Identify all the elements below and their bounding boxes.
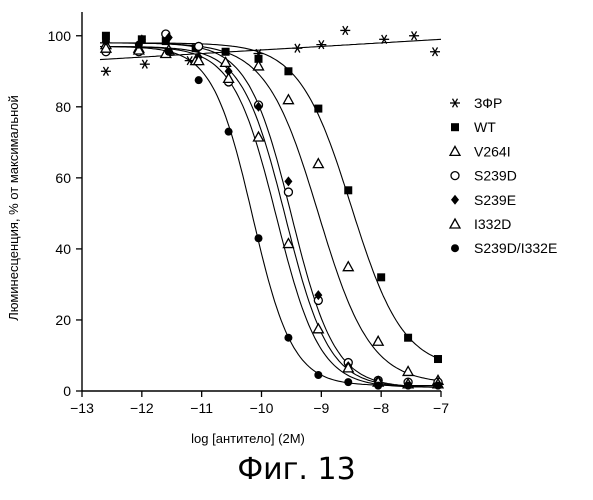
x-tick-label: −7 <box>433 400 449 416</box>
x-tick-label: −12 <box>130 400 154 416</box>
y-tick-label: 20 <box>55 312 71 328</box>
data-point <box>195 76 203 84</box>
y-tick-label: 0 <box>63 383 71 399</box>
data-point <box>374 382 382 390</box>
y-tick-label: 80 <box>55 99 71 115</box>
legend-marker <box>450 146 460 155</box>
y-tick-label: 40 <box>55 241 71 257</box>
data-point <box>344 186 352 194</box>
data-point <box>140 60 150 69</box>
data-point <box>403 366 413 375</box>
legend-label: S239D/I332E <box>474 240 557 256</box>
legend-marker <box>450 219 460 228</box>
data-point <box>221 57 231 66</box>
data-point <box>434 355 442 363</box>
legend-label: ЗФР <box>474 95 502 111</box>
axes: 0 20 40 60 80 100 −13 −12 −11 −10 −9 −8 −7 <box>48 12 450 416</box>
x-tick-label: −9 <box>313 400 329 416</box>
data-point <box>314 371 322 379</box>
x-tick-label: −10 <box>250 400 274 416</box>
y-tick-label: 60 <box>55 170 71 186</box>
data-point <box>409 31 419 40</box>
legend-label: I332D <box>474 216 511 232</box>
x-tick-label: −13 <box>70 400 94 416</box>
data-point <box>102 37 110 45</box>
legend-label: S239D <box>474 168 517 184</box>
data-point <box>101 67 111 76</box>
fit-curve <box>100 47 441 388</box>
data-point <box>284 188 292 196</box>
data-point <box>284 67 292 75</box>
legend-marker <box>450 99 460 108</box>
data-point <box>340 26 350 35</box>
legend-label: S239E <box>474 192 516 208</box>
data-point <box>373 336 383 345</box>
data-point <box>344 378 352 386</box>
x-axis-label: log [антитело] (2M) <box>191 431 305 446</box>
data-point <box>165 48 173 56</box>
fit-curves <box>100 39 441 387</box>
legend-marker <box>451 195 459 205</box>
fit-curve <box>100 47 441 388</box>
legend: ЗФР WT V264I S239D S239E I332D S239D/I332E <box>450 95 557 256</box>
data-point <box>255 234 263 242</box>
data-point <box>434 382 442 390</box>
legend-label: V264I <box>474 143 511 159</box>
data-point <box>225 128 233 136</box>
data-point <box>292 44 302 53</box>
x-tick-label: −8 <box>373 400 389 416</box>
data-point <box>135 41 143 49</box>
chart: 0 20 40 60 80 100 −13 −12 −11 −10 −9 −8 −7 ЗФР WT V264… <box>0 0 593 450</box>
data-point <box>404 334 412 342</box>
data-point <box>284 334 292 342</box>
fit-curve <box>100 43 441 387</box>
data-point <box>377 273 385 281</box>
figure-caption: Фиг. 13 <box>0 452 593 487</box>
data-point <box>284 176 292 186</box>
data-point <box>430 47 440 56</box>
y-axis-label: Люминесценция, % от максимальной <box>6 95 21 321</box>
data-point <box>195 42 203 50</box>
x-tick-label: −11 <box>190 400 213 416</box>
legend-marker <box>451 244 459 252</box>
fit-curve <box>100 47 441 386</box>
legend-marker <box>451 172 459 180</box>
data-point <box>283 95 293 104</box>
y-tick-label: 100 <box>48 28 72 44</box>
legend-label: WT <box>474 119 496 135</box>
data-point <box>313 159 323 168</box>
data-point <box>222 48 230 56</box>
data-point <box>316 40 326 49</box>
data-point <box>404 382 412 390</box>
data-points <box>101 26 443 390</box>
data-point <box>314 105 322 113</box>
data-point <box>313 324 323 333</box>
data-point <box>343 262 353 271</box>
legend-marker <box>451 123 459 131</box>
fit-curve <box>100 43 441 381</box>
